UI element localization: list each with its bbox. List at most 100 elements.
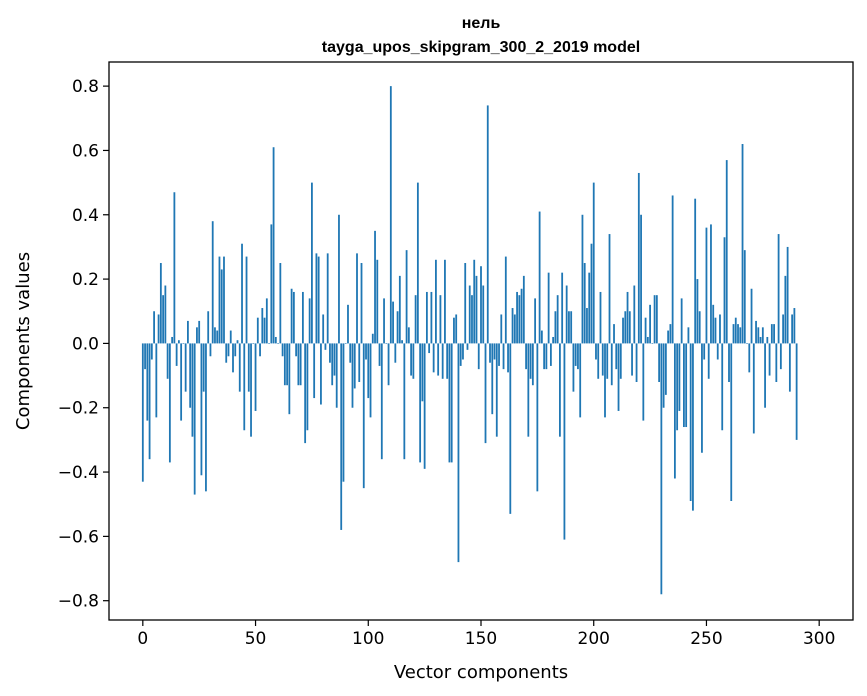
bar-41 bbox=[234, 343, 237, 357]
bar-150 bbox=[480, 266, 482, 344]
bar-68 bbox=[295, 343, 298, 357]
bar-235 bbox=[671, 195, 674, 344]
bar-151 bbox=[482, 285, 485, 344]
bar-64 bbox=[286, 343, 289, 386]
bar-51 bbox=[256, 317, 259, 344]
bar-102 bbox=[371, 333, 374, 344]
bar-53 bbox=[261, 308, 264, 344]
bar-144 bbox=[466, 343, 469, 350]
bar-70 bbox=[299, 343, 302, 386]
bar-96 bbox=[358, 343, 361, 382]
bars-group bbox=[141, 86, 798, 595]
bar-107 bbox=[383, 298, 385, 344]
bar-239 bbox=[680, 298, 683, 344]
bar-60 bbox=[277, 343, 279, 345]
bar-69 bbox=[297, 343, 300, 386]
bar-280 bbox=[773, 324, 775, 344]
bar-14 bbox=[173, 192, 176, 344]
bar-253 bbox=[712, 304, 715, 344]
bar-179 bbox=[545, 343, 548, 370]
bar-227 bbox=[653, 295, 656, 344]
bar-215 bbox=[626, 291, 629, 344]
bar-9 bbox=[162, 295, 165, 344]
bar-206 bbox=[606, 343, 609, 379]
bar-162 bbox=[507, 343, 509, 373]
bar-66 bbox=[290, 288, 293, 344]
bar-245 bbox=[694, 198, 697, 344]
bar-28 bbox=[205, 343, 207, 492]
bar-136 bbox=[448, 343, 451, 463]
bar-161 bbox=[504, 256, 507, 344]
bar-279 bbox=[770, 324, 773, 344]
bar-264 bbox=[737, 324, 739, 344]
bar-202 bbox=[597, 343, 600, 379]
bar-15 bbox=[175, 343, 178, 366]
bar-92 bbox=[349, 343, 352, 363]
bar-208 bbox=[610, 343, 613, 386]
bar-140 bbox=[457, 343, 460, 563]
bar-171 bbox=[527, 343, 530, 437]
bar-260 bbox=[728, 343, 730, 382]
bar-18 bbox=[182, 343, 185, 345]
bar-174 bbox=[534, 298, 537, 344]
bar-134 bbox=[444, 259, 446, 344]
plot-frame bbox=[108, 61, 854, 621]
bar-47 bbox=[247, 343, 250, 392]
bar-153 bbox=[486, 105, 489, 344]
bar-81 bbox=[324, 343, 327, 350]
bar-194 bbox=[579, 343, 582, 418]
bar-119 bbox=[410, 343, 413, 376]
bar-120 bbox=[412, 343, 415, 379]
bar-209 bbox=[613, 324, 615, 344]
bar-283 bbox=[779, 343, 782, 370]
bar-43 bbox=[238, 343, 241, 392]
bar-20 bbox=[187, 320, 189, 344]
bar-229 bbox=[658, 343, 661, 382]
bar-36 bbox=[223, 256, 225, 344]
bar-139 bbox=[455, 314, 458, 344]
bar-178 bbox=[543, 343, 546, 370]
bar-173 bbox=[531, 343, 534, 386]
bar-79 bbox=[320, 343, 322, 405]
bar-232 bbox=[664, 343, 667, 395]
bar-126 bbox=[425, 291, 428, 344]
bar-141 bbox=[459, 343, 462, 366]
bar-30 bbox=[209, 343, 212, 357]
bar-45 bbox=[243, 343, 246, 431]
bar-123 bbox=[419, 343, 422, 463]
bar-254 bbox=[714, 317, 717, 344]
bar-26 bbox=[200, 343, 203, 476]
bar-266 bbox=[741, 144, 744, 344]
bar-78 bbox=[317, 256, 320, 344]
bar-89 bbox=[342, 343, 345, 482]
bar-198 bbox=[588, 272, 591, 344]
bar-131 bbox=[437, 343, 440, 376]
bar-46 bbox=[245, 256, 248, 344]
bar-221 bbox=[640, 214, 642, 344]
bar-281 bbox=[775, 343, 778, 382]
bar-201 bbox=[595, 343, 597, 360]
bar-157 bbox=[495, 343, 498, 437]
bar-31 bbox=[211, 221, 214, 344]
bar-186 bbox=[561, 272, 564, 344]
bar-152 bbox=[484, 343, 487, 444]
bar-83 bbox=[329, 343, 331, 363]
bar-86 bbox=[335, 343, 338, 408]
bar-246 bbox=[696, 279, 699, 344]
bar-181 bbox=[549, 343, 552, 366]
bar-228 bbox=[655, 295, 658, 344]
y-tick-label: 0.0 bbox=[72, 334, 99, 354]
bar-94 bbox=[353, 343, 356, 389]
bar-56 bbox=[268, 343, 270, 345]
bar-170 bbox=[525, 343, 527, 370]
bar-289 bbox=[793, 308, 796, 344]
bar-116 bbox=[403, 343, 406, 460]
bar-270 bbox=[750, 288, 753, 344]
bar-17 bbox=[180, 343, 183, 421]
bar-29 bbox=[207, 311, 210, 344]
bar-75 bbox=[311, 182, 313, 344]
bar-226 bbox=[651, 343, 654, 345]
bar-93 bbox=[351, 343, 354, 408]
bar-268 bbox=[746, 343, 748, 345]
bar-130 bbox=[435, 259, 437, 344]
